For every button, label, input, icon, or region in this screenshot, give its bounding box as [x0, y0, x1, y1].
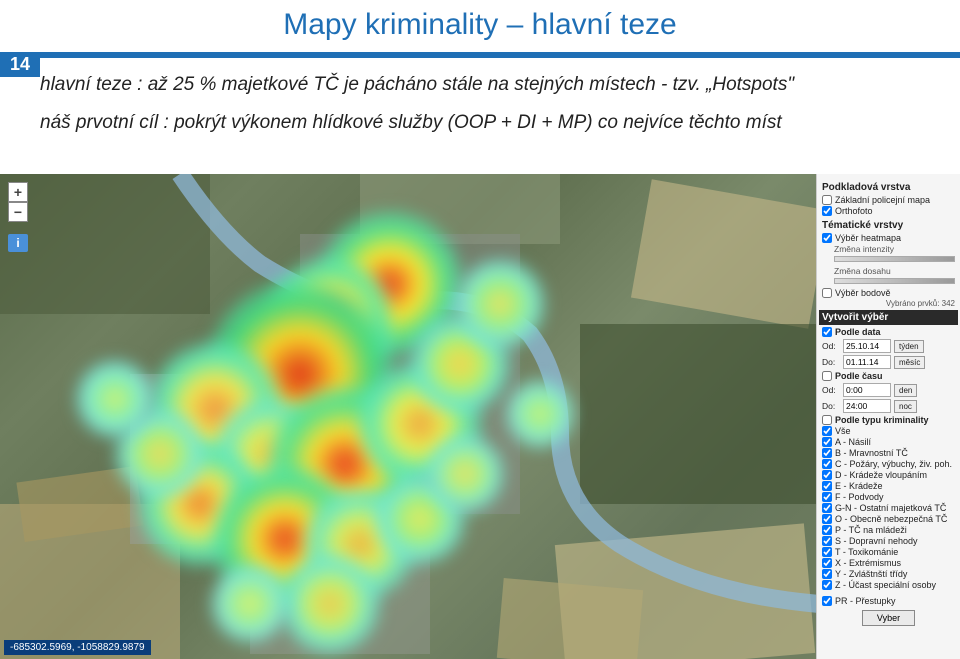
zoom-in-button[interactable]: + [8, 182, 28, 202]
crime-type-option[interactable]: F - Podvody [822, 492, 955, 502]
heatmap-toggle[interactable]: Výběr heatmapa [822, 233, 955, 243]
crime-type-checkbox[interactable] [822, 558, 832, 568]
time-from-input[interactable] [843, 383, 891, 397]
week-button[interactable]: týden [894, 340, 924, 353]
thesis-line-1: hlavní teze : až 25 % majetkové TČ je pá… [40, 72, 920, 98]
by-time-checkbox[interactable] [822, 371, 832, 381]
info-button[interactable]: i [8, 234, 28, 252]
night-button[interactable]: noc [894, 400, 917, 413]
crime-type-checkbox[interactable] [822, 514, 832, 524]
all-types-checkbox[interactable] [822, 426, 832, 436]
point-toggle[interactable]: Výběr bodově [822, 288, 955, 298]
map-terrain [0, 174, 816, 659]
date-from-input[interactable] [843, 339, 891, 353]
crime-type-checkbox[interactable] [822, 481, 832, 491]
slide-title: Mapy kriminality – hlavní teze [0, 8, 960, 42]
crime-type-option[interactable]: E - Krádeže [822, 481, 955, 491]
crime-type-option[interactable]: B - Mravnostní TČ [822, 448, 955, 458]
slide-title-bar: Mapy kriminality – hlavní teze [0, 0, 960, 48]
select-button[interactable]: Vyber [862, 610, 915, 626]
map-viewport[interactable]: + − i -685302.5969, -1058829.9879 [0, 174, 816, 659]
crime-type-checkbox[interactable] [822, 580, 832, 590]
crime-type-option[interactable]: T - Toxikománie [822, 547, 955, 557]
crime-type-option[interactable]: O - Obecně nebezpečná TČ [822, 514, 955, 524]
crime-type-option[interactable]: A - Násilí [822, 437, 955, 447]
base-layer-option[interactable]: Základní policejní mapa [822, 195, 955, 205]
date-from-row: Od: týden [822, 339, 955, 353]
point-checkbox[interactable] [822, 288, 832, 298]
range-slider[interactable] [834, 278, 955, 284]
zoom-control: + − [8, 182, 28, 222]
crime-type-checkbox[interactable] [822, 503, 832, 513]
date-to-input[interactable] [843, 355, 891, 369]
time-to-input[interactable] [843, 399, 891, 413]
thematic-heading: Tématické vrstvy [822, 220, 955, 231]
crime-type-option[interactable]: S - Dopravní nehody [822, 536, 955, 546]
coordinates-readout: -685302.5969, -1058829.9879 [4, 640, 151, 655]
intensity-label: Změna intenzity [834, 244, 955, 254]
crime-type-option[interactable]: G-N - Ostatní majetková TČ [822, 503, 955, 513]
selected-count: Vybráno prvků: 342 [822, 299, 955, 308]
title-rule [40, 52, 960, 58]
date-to-row: Do: měsíc [822, 355, 955, 369]
crime-type-checkbox[interactable] [822, 547, 832, 557]
base-layer-option[interactable]: Orthofoto [822, 206, 955, 216]
all-types-toggle[interactable]: Vše [822, 426, 955, 436]
by-date-checkbox[interactable] [822, 327, 832, 337]
crime-type-option[interactable]: C - Požáry, výbuchy, živ. poh. [822, 459, 955, 469]
by-type-checkbox[interactable] [822, 415, 832, 425]
crime-type-option[interactable]: D - Krádeže vloupáním [822, 470, 955, 480]
crime-type-checkbox[interactable] [822, 448, 832, 458]
base-layer-heading: Podkladová vrstva [822, 182, 955, 193]
time-from-row: Od: den [822, 383, 955, 397]
goal-line: náš prvotní cíl : pokrýt výkonem hlídkov… [40, 110, 920, 136]
month-button[interactable]: měsíc [894, 356, 925, 369]
create-selection-heading: Vytvořit výběr [819, 310, 958, 325]
crime-type-checkbox[interactable] [822, 536, 832, 546]
base-layer-checkbox[interactable] [822, 195, 832, 205]
base-layer-checkbox[interactable] [822, 206, 832, 216]
time-to-row: Do: noc [822, 399, 955, 413]
by-type-toggle[interactable]: Podle typu kriminality [822, 415, 955, 425]
intensity-slider[interactable] [834, 256, 955, 262]
crime-type-checkbox[interactable] [822, 459, 832, 469]
crime-type-checkbox[interactable] [822, 492, 832, 502]
heatmap-checkbox[interactable] [822, 233, 832, 243]
crime-type-checkbox[interactable] [822, 569, 832, 579]
crime-type-option[interactable]: X - Extrémismus [822, 558, 955, 568]
crime-type-checkbox[interactable] [822, 470, 832, 480]
thesis-text: hlavní teze : až 25 % majetkové TČ je pá… [40, 72, 920, 135]
offences-checkbox[interactable] [822, 596, 832, 606]
zoom-out-button[interactable]: − [8, 202, 28, 222]
layers-panel: Podkladová vrstva Základní policejní map… [816, 174, 960, 659]
day-button[interactable]: den [894, 384, 917, 397]
crime-type-option[interactable]: Y - Zvláštnští třídy [822, 569, 955, 579]
crime-type-checkbox[interactable] [822, 525, 832, 535]
crime-type-option[interactable]: Z - Účast speciální osoby [822, 580, 955, 590]
by-time-toggle[interactable]: Podle času [822, 371, 955, 381]
crime-type-option[interactable]: P - TČ na mládeži [822, 525, 955, 535]
crime-type-checkbox[interactable] [822, 437, 832, 447]
page-number-badge: 14 [0, 52, 40, 77]
by-date-toggle[interactable]: Podle data [822, 327, 955, 337]
map-app: + − i -685302.5969, -1058829.9879 Podkla… [0, 174, 960, 659]
offences-toggle[interactable]: PR - Přestupky [822, 596, 955, 606]
range-label: Změna dosahu [834, 266, 955, 276]
